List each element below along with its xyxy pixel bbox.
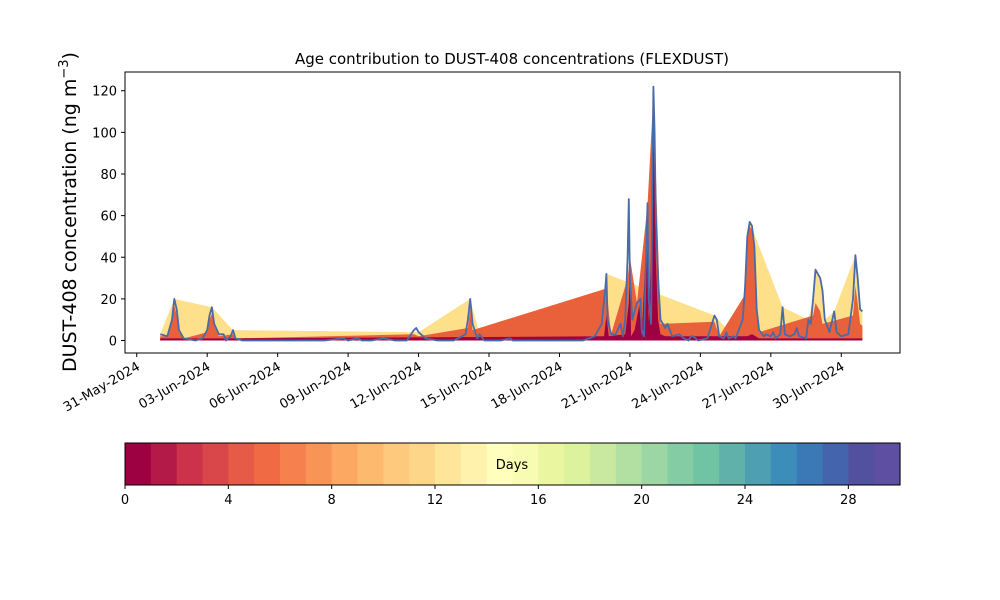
colorbar-tick-label: 24 <box>737 493 754 508</box>
colorbar-segment <box>590 443 617 485</box>
total-series <box>159 85 864 342</box>
colorbar-segment <box>719 443 746 485</box>
colorbar-frame <box>124 442 901 486</box>
y-tick-label: 40 <box>100 251 117 266</box>
colorbar-tick-label: 16 <box>530 493 547 508</box>
x-tick-label: 21-Jun-2024 <box>559 359 636 412</box>
colorbar-segment <box>228 443 255 485</box>
x-tick-label: 09-Jun-2024 <box>277 359 354 412</box>
y-tick-label: 20 <box>100 293 117 308</box>
colorbar-segment <box>874 443 901 485</box>
y-tick-label: 120 <box>92 85 117 100</box>
x-tick-label: 24-Jun-2024 <box>630 359 707 412</box>
colorbar-segment <box>770 443 798 485</box>
y-axis: 0 20 40 60 80 100 120 <box>92 85 125 350</box>
colorbar-segment <box>564 443 591 485</box>
total-concentration-line <box>159 85 864 342</box>
colorbar-segment <box>254 443 281 485</box>
colorbar-segment <box>125 443 152 485</box>
x-tick-label: 18-Jun-2024 <box>489 359 566 412</box>
colorbar-segment <box>176 443 204 485</box>
colorbar-segment <box>848 443 875 485</box>
colorbar <box>124 442 901 486</box>
chart-title: Age contribution to DUST-408 concentrati… <box>295 50 729 68</box>
y-tick-label: 60 <box>100 210 117 225</box>
x-tick-label: 27-Jun-2024 <box>700 359 777 412</box>
colorbar-segment <box>435 443 462 485</box>
colorbar-segment <box>460 443 488 485</box>
colorbar-segment <box>615 443 643 485</box>
x-tick-label: 12-Jun-2024 <box>348 359 425 412</box>
x-axis: 31-May-202403-Jun-202406-Jun-202409-Jun-… <box>61 353 847 415</box>
colorbar-segment <box>202 443 229 485</box>
y-axis-label: DUST-408 concentration (ng m−3) <box>57 52 81 372</box>
colorbar-segment <box>796 443 824 485</box>
colorbar-segment <box>280 443 307 485</box>
colorbar-segment <box>331 443 359 485</box>
x-tick-label: 06-Jun-2024 <box>207 359 284 412</box>
colorbar-tick-label: 8 <box>328 493 336 508</box>
colorbar-segment <box>641 443 669 485</box>
y-tick-label: 0 <box>109 335 117 350</box>
colorbar-axis: 0 4 8 12 16 20 24 28 <box>121 485 857 508</box>
colorbar-segment <box>693 443 720 485</box>
x-tick-label: 15-Jun-2024 <box>418 359 495 412</box>
colorbar-segment <box>538 443 565 485</box>
colorbar-segment <box>150 443 178 485</box>
colorbar-segment <box>409 443 436 485</box>
x-tick-label: 30-Jun-2024 <box>770 359 847 412</box>
colorbar-segment <box>383 443 410 485</box>
colorbar-tick-label: 0 <box>121 493 129 508</box>
colorbar-segment <box>512 443 539 485</box>
colorbar-segment <box>667 443 694 485</box>
y-tick-label: 100 <box>92 126 117 141</box>
colorbar-tick-label: 4 <box>224 493 232 508</box>
colorbar-label: Days <box>496 458 529 473</box>
colorbar-tick-label: 20 <box>633 493 650 508</box>
colorbar-segment <box>305 443 333 485</box>
colorbar-segment <box>486 443 514 485</box>
x-tick-label: 03-Jun-2024 <box>136 359 213 412</box>
colorbar-segment <box>357 443 384 485</box>
age-band-12-area <box>160 221 863 341</box>
colorbar-tick-label: 12 <box>427 493 444 508</box>
colorbar-segment <box>745 443 772 485</box>
colorbar-segment <box>822 443 849 485</box>
y-tick-label: 80 <box>100 168 117 183</box>
age-band-areas <box>160 94 863 341</box>
colorbar-tick-label: 28 <box>840 493 857 508</box>
plot-frame <box>124 71 901 354</box>
